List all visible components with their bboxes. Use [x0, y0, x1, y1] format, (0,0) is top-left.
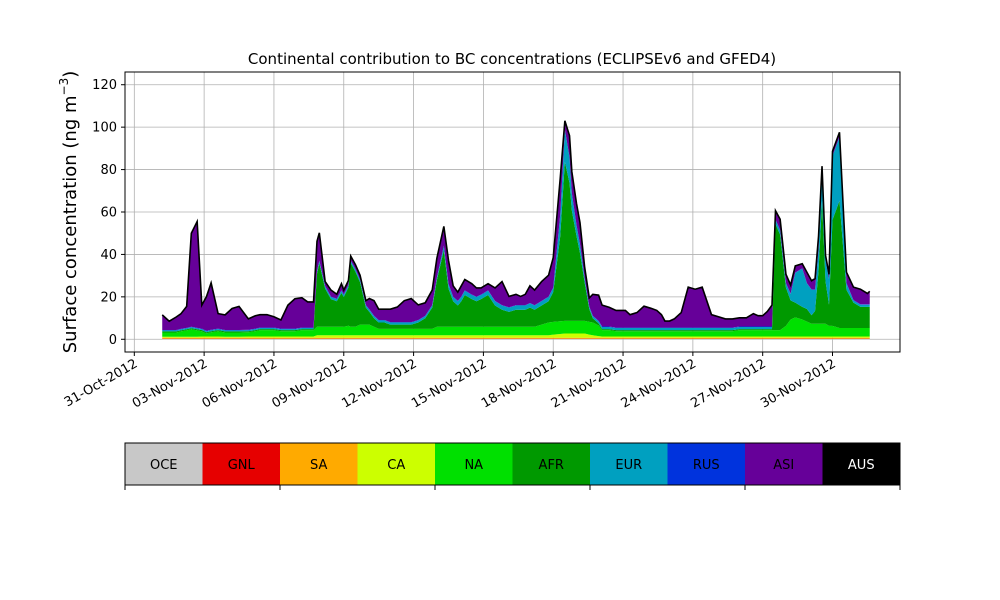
legend-swatch-gnl	[202, 443, 280, 485]
legend-swatch-eur	[590, 443, 668, 485]
x-tick-label: 03-Nov-2012	[130, 356, 210, 411]
legend-label-aus: AUS	[848, 458, 875, 473]
legend-swatch-aus	[822, 443, 900, 485]
plot-area: 0 20 40 60 80 100 120 31-Oct-201203-Nov-201206-…	[62, 71, 901, 411]
y-axis-label-exponent: −3	[57, 78, 71, 96]
y-tick-label: 20	[100, 290, 117, 305]
legend-label-sa: SA	[310, 458, 327, 473]
area-series-afr	[162, 161, 870, 334]
y-axis-label-main: Surface concentration (ng m	[60, 95, 81, 353]
legend-swatch-na	[435, 443, 513, 485]
y-axis-label: Surface concentration (ng m−3)	[57, 71, 81, 354]
y-tick-label: 80	[100, 163, 117, 178]
x-tick-label: 21-Nov-2012	[549, 356, 629, 411]
y-tick-label: 100	[92, 121, 117, 136]
x-tick-label: 27-Nov-2012	[688, 356, 768, 411]
legend-label-oce: OCE	[150, 458, 178, 473]
y-tick-label: 40	[100, 248, 117, 263]
y-tick-label: 120	[92, 78, 117, 93]
area-series-sa	[162, 337, 870, 339]
x-tick-label: 12-Nov-2012	[339, 356, 419, 411]
legend-label-gnl: GNL	[228, 458, 256, 473]
legend-swatch-sa	[280, 443, 358, 485]
legend-label-asi: ASI	[773, 458, 794, 473]
total-outline	[161, 120, 871, 323]
x-tick-label: 31-Oct-2012	[62, 356, 140, 410]
y-tick-label: 0	[109, 333, 117, 348]
x-tick-label: 30-Nov-2012	[758, 356, 838, 411]
chart-title: Continental contribution to BC concentra…	[248, 50, 776, 68]
legend-label-ca: CA	[387, 458, 405, 473]
legend-swatch-oce	[125, 443, 203, 485]
x-tick-label: 09-Nov-2012	[269, 356, 349, 411]
area-series-aus	[162, 120, 870, 322]
legend-label-eur: EUR	[615, 458, 642, 473]
x-tick-label: 18-Nov-2012	[479, 356, 559, 411]
legend-label-na: NA	[464, 458, 483, 473]
legend-swatch-afr	[512, 443, 590, 485]
y-axis-label-close: )	[60, 71, 81, 78]
x-tick-label: 06-Nov-2012	[200, 356, 280, 411]
legend: OCE GNL SA CA NA AFR EUR RUS ASI AUS	[124, 442, 901, 490]
legend-swatch-ca	[357, 443, 435, 485]
x-tick-label: 24-Nov-2012	[619, 356, 699, 411]
area-series-ca	[162, 333, 870, 338]
legend-label-afr: AFR	[539, 458, 564, 473]
legend-label-rus: RUS	[693, 458, 720, 473]
legend-frame	[124, 442, 901, 486]
stacked-areas	[161, 120, 871, 340]
area-series-na	[162, 317, 870, 337]
legend-swatch-rus	[667, 443, 745, 485]
legend-swatch-asi	[745, 443, 823, 485]
area-series-asi	[162, 121, 870, 331]
y-tick-label: 60	[100, 206, 117, 221]
x-tick-label: 15-Nov-2012	[409, 356, 489, 411]
